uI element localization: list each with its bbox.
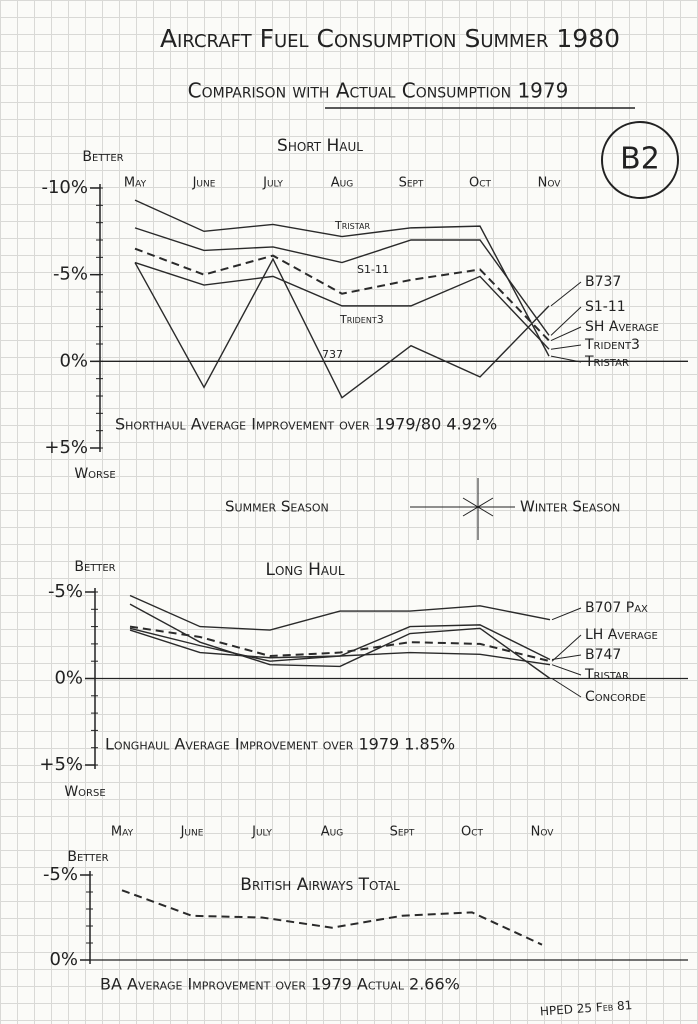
y-axis-label: Better <box>82 149 123 165</box>
data-line <box>134 261 550 350</box>
page-title: Aircraft Fuel Consumption Summer 1980 <box>160 24 620 53</box>
y-tick-label: 0% <box>49 949 78 970</box>
legend-label: Tristar <box>584 354 629 370</box>
legend-label: LH Average <box>585 627 658 643</box>
legend-label: B707 Pax <box>585 600 648 616</box>
x-tick-label: May <box>124 176 147 191</box>
annotation: Longhaul Average Improvement over 1979 1… <box>105 735 455 754</box>
legend-leader <box>551 634 582 662</box>
y-axis-label: Better <box>74 559 115 575</box>
legend-leader <box>551 664 582 676</box>
legend-leader <box>551 678 582 698</box>
y-tick-label: -5% <box>53 264 88 285</box>
data-line <box>129 594 551 631</box>
legend-leader <box>550 326 582 341</box>
x-tick-label: July <box>262 176 283 191</box>
badge-label: B2 <box>620 142 660 177</box>
x-tick-label: July <box>251 825 272 840</box>
legend-label: Concorde <box>585 689 646 705</box>
x-tick-label: Aug <box>331 176 353 191</box>
data-line <box>129 603 551 680</box>
y-tick-label: -5% <box>43 864 78 885</box>
chart-title: Short Haul <box>277 136 363 156</box>
data-line <box>121 889 543 946</box>
legend-leader <box>550 306 582 336</box>
legend-label: B747 <box>585 647 621 663</box>
legend-label: Trident3 <box>584 337 640 353</box>
x-tick-label: June <box>192 176 216 191</box>
legend-label: S1-11 <box>585 299 626 315</box>
y-axis-label: Worse <box>64 784 105 800</box>
legend-label: SH Average <box>585 319 659 335</box>
y-axis-label: Better <box>67 849 108 865</box>
signature: HPED 25 Feb 81 <box>539 998 632 1018</box>
legend-label: B737 <box>585 274 621 290</box>
y-tick-label: -10% <box>41 177 88 198</box>
chart-title: British Airways Total <box>240 875 400 895</box>
legend-leader <box>551 607 582 621</box>
line-label: 737 <box>322 348 343 361</box>
legend-leader <box>551 654 582 660</box>
line-label: Trident3 <box>339 313 384 326</box>
annotation: BA Average Improvement over 1979 Actual … <box>100 975 460 994</box>
x-tick-label: Nov <box>538 176 562 191</box>
x-tick-label: June <box>180 825 204 840</box>
x-tick-label: Aug <box>321 825 343 840</box>
x-tick-label: Oct <box>461 825 484 840</box>
x-tick-label: Sept <box>399 176 424 191</box>
y-tick-label: +5% <box>44 437 88 458</box>
y-tick-label: -5% <box>48 581 83 602</box>
x-tick-label: Sept <box>390 825 415 840</box>
page-subtitle: Comparison with Actual Consumption 1979 <box>188 79 569 103</box>
season-label: Summer Season <box>225 498 329 516</box>
badge-circle <box>601 121 679 199</box>
x-tick-label: Oct <box>469 176 492 191</box>
legend-leader <box>550 281 582 307</box>
annotation: Shorthaul Average Improvement over 1979/… <box>115 415 497 434</box>
legend-leader <box>550 344 582 350</box>
line-label: S1-11 <box>357 263 389 276</box>
y-axis-label: Worse <box>74 466 115 482</box>
y-tick-label: 0% <box>54 668 83 689</box>
data-line <box>129 629 551 666</box>
season-label: Winter Season <box>520 498 620 516</box>
x-tick-label: May <box>111 825 134 840</box>
legend-leader <box>550 355 582 363</box>
x-tick-label: Nov <box>531 825 555 840</box>
line-label: Tristar <box>334 219 370 232</box>
data-line <box>134 247 550 342</box>
data-line <box>134 227 550 336</box>
data-line <box>129 625 551 663</box>
data-line <box>134 257 550 399</box>
data-line <box>134 199 550 357</box>
y-tick-label: +5% <box>39 754 83 775</box>
legend-label: Tristar <box>584 667 629 683</box>
season-divider <box>462 497 494 517</box>
y-tick-label: 0% <box>59 350 88 371</box>
chart-title: Long Haul <box>265 560 344 580</box>
